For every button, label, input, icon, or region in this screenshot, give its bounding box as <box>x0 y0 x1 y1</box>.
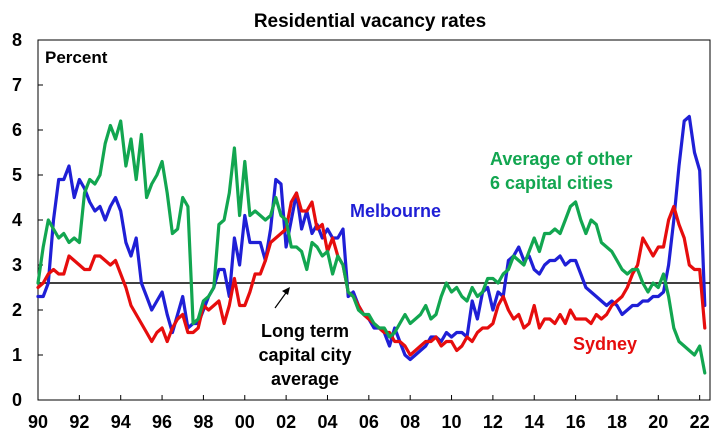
x-tick-label: 96 <box>152 412 172 432</box>
y-tick-label: 0 <box>12 390 22 410</box>
x-tick-label: 18 <box>607 412 627 432</box>
x-tick-label: 10 <box>442 412 462 432</box>
y-tick-label: 5 <box>12 165 22 185</box>
y-tick-label: 3 <box>12 255 22 275</box>
x-tick-label: 94 <box>111 412 131 432</box>
y-axis: 0 1 2 3 4 5 6 7 8 <box>12 30 43 410</box>
y-tick-label: 2 <box>12 300 22 320</box>
y-tick-label: 4 <box>12 210 22 230</box>
melbourne-label: Melbourne <box>350 201 441 221</box>
y-tick-label: 6 <box>12 120 22 140</box>
others-label-line1: Average of other <box>490 149 632 169</box>
sydney-label: Sydney <box>573 334 637 354</box>
x-tick-label: 08 <box>400 412 420 432</box>
unit-label: Percent <box>45 48 108 67</box>
x-tick-label: 20 <box>648 412 668 432</box>
longterm-label-line2: capital city <box>258 345 351 365</box>
x-tick-label: 06 <box>359 412 379 432</box>
series-line-average-of-other-6-capital-cities <box>36 119 707 375</box>
annotations: Melbourne Sydney Average of other 6 capi… <box>258 149 637 389</box>
x-tick-label: 98 <box>193 412 213 432</box>
longterm-label-line3: average <box>271 369 339 389</box>
x-tick-label: 22 <box>690 412 710 432</box>
x-tick-label: 02 <box>276 412 296 432</box>
others-label-line2: 6 capital cities <box>490 173 613 193</box>
longterm-label-line1: Long term <box>261 321 349 341</box>
x-axis: 90 92 94 96 98 00 02 04 06 08 10 12 14 16 18 20 22 <box>28 395 710 432</box>
x-tick-label: 92 <box>69 412 89 432</box>
x-tick-label: 00 <box>235 412 255 432</box>
series-lines <box>36 114 707 375</box>
x-tick-label: 90 <box>28 412 48 432</box>
x-tick-label: 14 <box>524 412 544 432</box>
chart-title: Residential vacancy rates <box>254 11 486 32</box>
x-tick-label: 04 <box>317 412 337 432</box>
y-tick-label: 1 <box>12 345 22 365</box>
x-tick-label: 12 <box>483 412 503 432</box>
x-tick-label: 16 <box>566 412 586 432</box>
series-line-melbourne <box>36 114 707 362</box>
y-tick-label: 7 <box>12 75 22 95</box>
longterm-arrow-head <box>282 287 290 295</box>
y-tick-label: 8 <box>12 30 22 50</box>
